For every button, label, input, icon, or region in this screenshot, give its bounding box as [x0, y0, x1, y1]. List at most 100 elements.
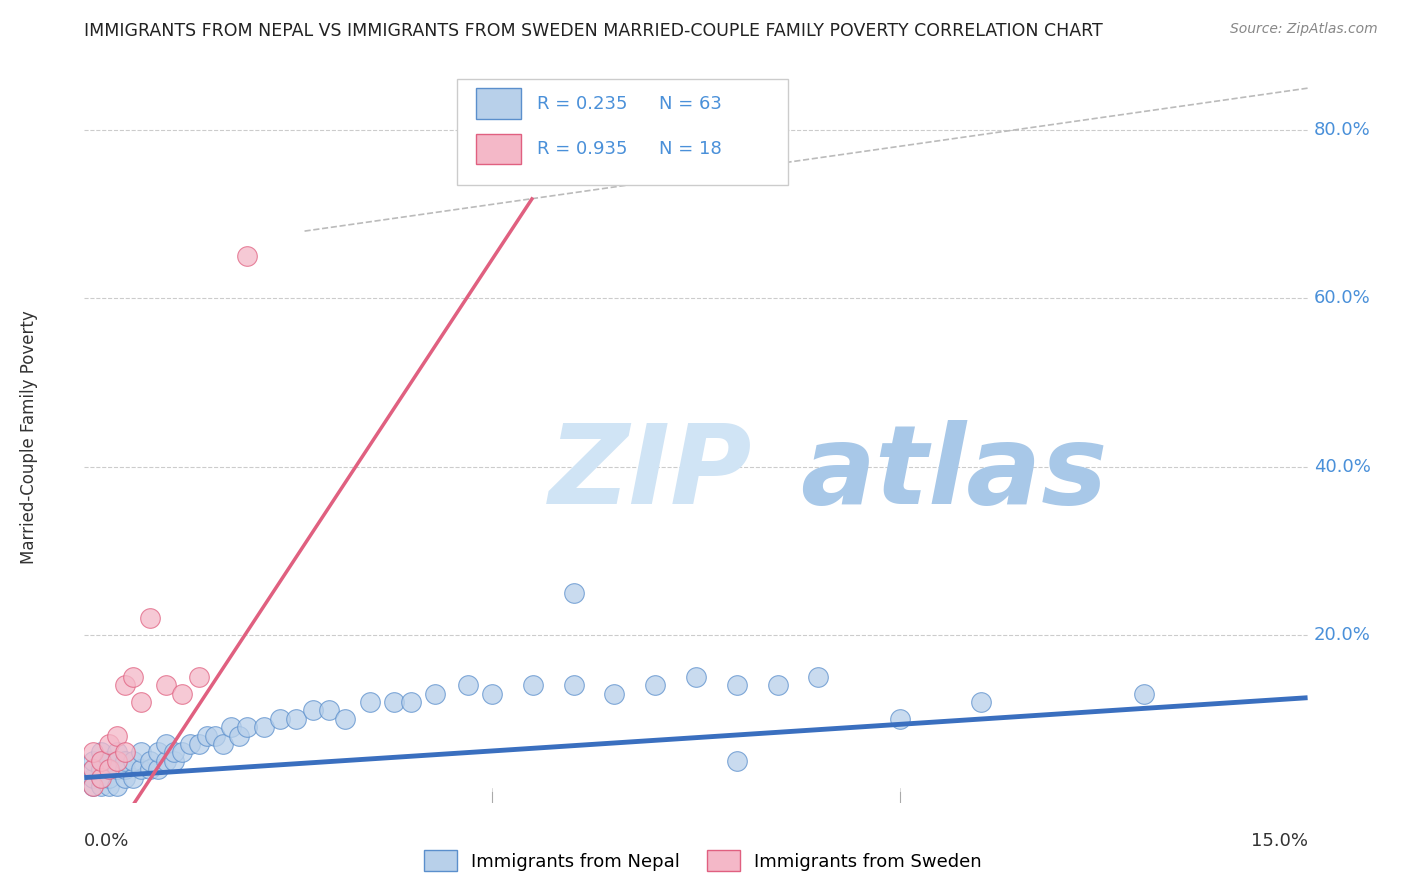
Point — [457, 678, 479, 692]
Point — [131, 745, 153, 759]
Point — [163, 754, 186, 768]
Point — [97, 771, 120, 785]
Point — [114, 678, 136, 692]
Point — [212, 737, 235, 751]
Text: atlas: atlas — [800, 420, 1108, 527]
Point — [807, 670, 830, 684]
Text: 80.0%: 80.0% — [1313, 121, 1371, 139]
Point — [82, 762, 104, 776]
Point — [382, 695, 405, 709]
Point — [97, 754, 120, 768]
FancyBboxPatch shape — [475, 134, 522, 164]
Text: 60.0%: 60.0% — [1313, 289, 1371, 308]
Point — [97, 779, 120, 793]
FancyBboxPatch shape — [475, 88, 522, 119]
Point — [970, 695, 993, 709]
Point — [90, 762, 112, 776]
Point — [82, 771, 104, 785]
Point — [163, 745, 186, 759]
Point — [236, 720, 259, 734]
Point — [82, 779, 104, 793]
Point — [97, 762, 120, 776]
Point — [82, 754, 104, 768]
Legend: Immigrants from Nepal, Immigrants from Sweden: Immigrants from Nepal, Immigrants from S… — [418, 843, 988, 879]
Point — [105, 729, 128, 743]
Point — [285, 712, 308, 726]
Point — [105, 754, 128, 768]
Point — [114, 745, 136, 759]
Point — [155, 754, 177, 768]
Point — [644, 678, 666, 692]
Point — [481, 686, 503, 700]
Point — [301, 703, 323, 717]
Point — [522, 678, 544, 692]
Text: R = 0.935: R = 0.935 — [537, 140, 627, 158]
Point — [114, 762, 136, 776]
Point — [562, 585, 585, 599]
Point — [195, 729, 218, 743]
Point — [187, 670, 209, 684]
Point — [253, 720, 276, 734]
Point — [269, 712, 291, 726]
Point — [766, 678, 789, 692]
Point — [90, 745, 112, 759]
Text: 15.0%: 15.0% — [1250, 832, 1308, 850]
Point — [122, 670, 145, 684]
Point — [122, 754, 145, 768]
Point — [131, 762, 153, 776]
Point — [82, 779, 104, 793]
Point — [138, 754, 160, 768]
Text: IMMIGRANTS FROM NEPAL VS IMMIGRANTS FROM SWEDEN MARRIED-COUPLE FAMILY POVERTY CO: IMMIGRANTS FROM NEPAL VS IMMIGRANTS FROM… — [84, 22, 1104, 40]
Point — [114, 754, 136, 768]
Text: 0.0%: 0.0% — [84, 832, 129, 850]
Point — [90, 754, 112, 768]
Text: N = 18: N = 18 — [659, 140, 723, 158]
Point — [155, 678, 177, 692]
Point — [146, 762, 169, 776]
Text: N = 63: N = 63 — [659, 95, 723, 112]
Point — [82, 762, 104, 776]
Point — [187, 737, 209, 751]
Point — [219, 720, 242, 734]
Point — [105, 762, 128, 776]
Point — [204, 729, 226, 743]
Point — [90, 771, 112, 785]
Text: R = 0.235: R = 0.235 — [537, 95, 627, 112]
Point — [97, 737, 120, 751]
Point — [603, 686, 626, 700]
Point — [138, 762, 160, 776]
Point — [318, 703, 340, 717]
Point — [1133, 686, 1156, 700]
Point — [122, 771, 145, 785]
Point — [725, 754, 748, 768]
Text: 20.0%: 20.0% — [1313, 625, 1371, 644]
Point — [131, 695, 153, 709]
Point — [399, 695, 422, 709]
Point — [90, 771, 112, 785]
Point — [359, 695, 381, 709]
Point — [685, 670, 707, 684]
Point — [562, 678, 585, 692]
Text: 40.0%: 40.0% — [1313, 458, 1371, 475]
Point — [725, 678, 748, 692]
Point — [423, 686, 446, 700]
Text: Source: ZipAtlas.com: Source: ZipAtlas.com — [1230, 22, 1378, 37]
Point — [90, 779, 112, 793]
Point — [146, 745, 169, 759]
Point — [82, 745, 104, 759]
FancyBboxPatch shape — [457, 78, 787, 185]
Point — [138, 611, 160, 625]
Text: ZIP: ZIP — [550, 420, 752, 527]
Point — [172, 686, 194, 700]
Point — [155, 737, 177, 751]
Point — [179, 737, 201, 751]
Text: Married-Couple Family Poverty: Married-Couple Family Poverty — [20, 310, 38, 564]
Point — [335, 712, 357, 726]
Point — [114, 771, 136, 785]
Point — [228, 729, 250, 743]
Point — [105, 779, 128, 793]
Point — [889, 712, 911, 726]
Point — [172, 745, 194, 759]
Point — [105, 745, 128, 759]
Point — [236, 249, 259, 263]
